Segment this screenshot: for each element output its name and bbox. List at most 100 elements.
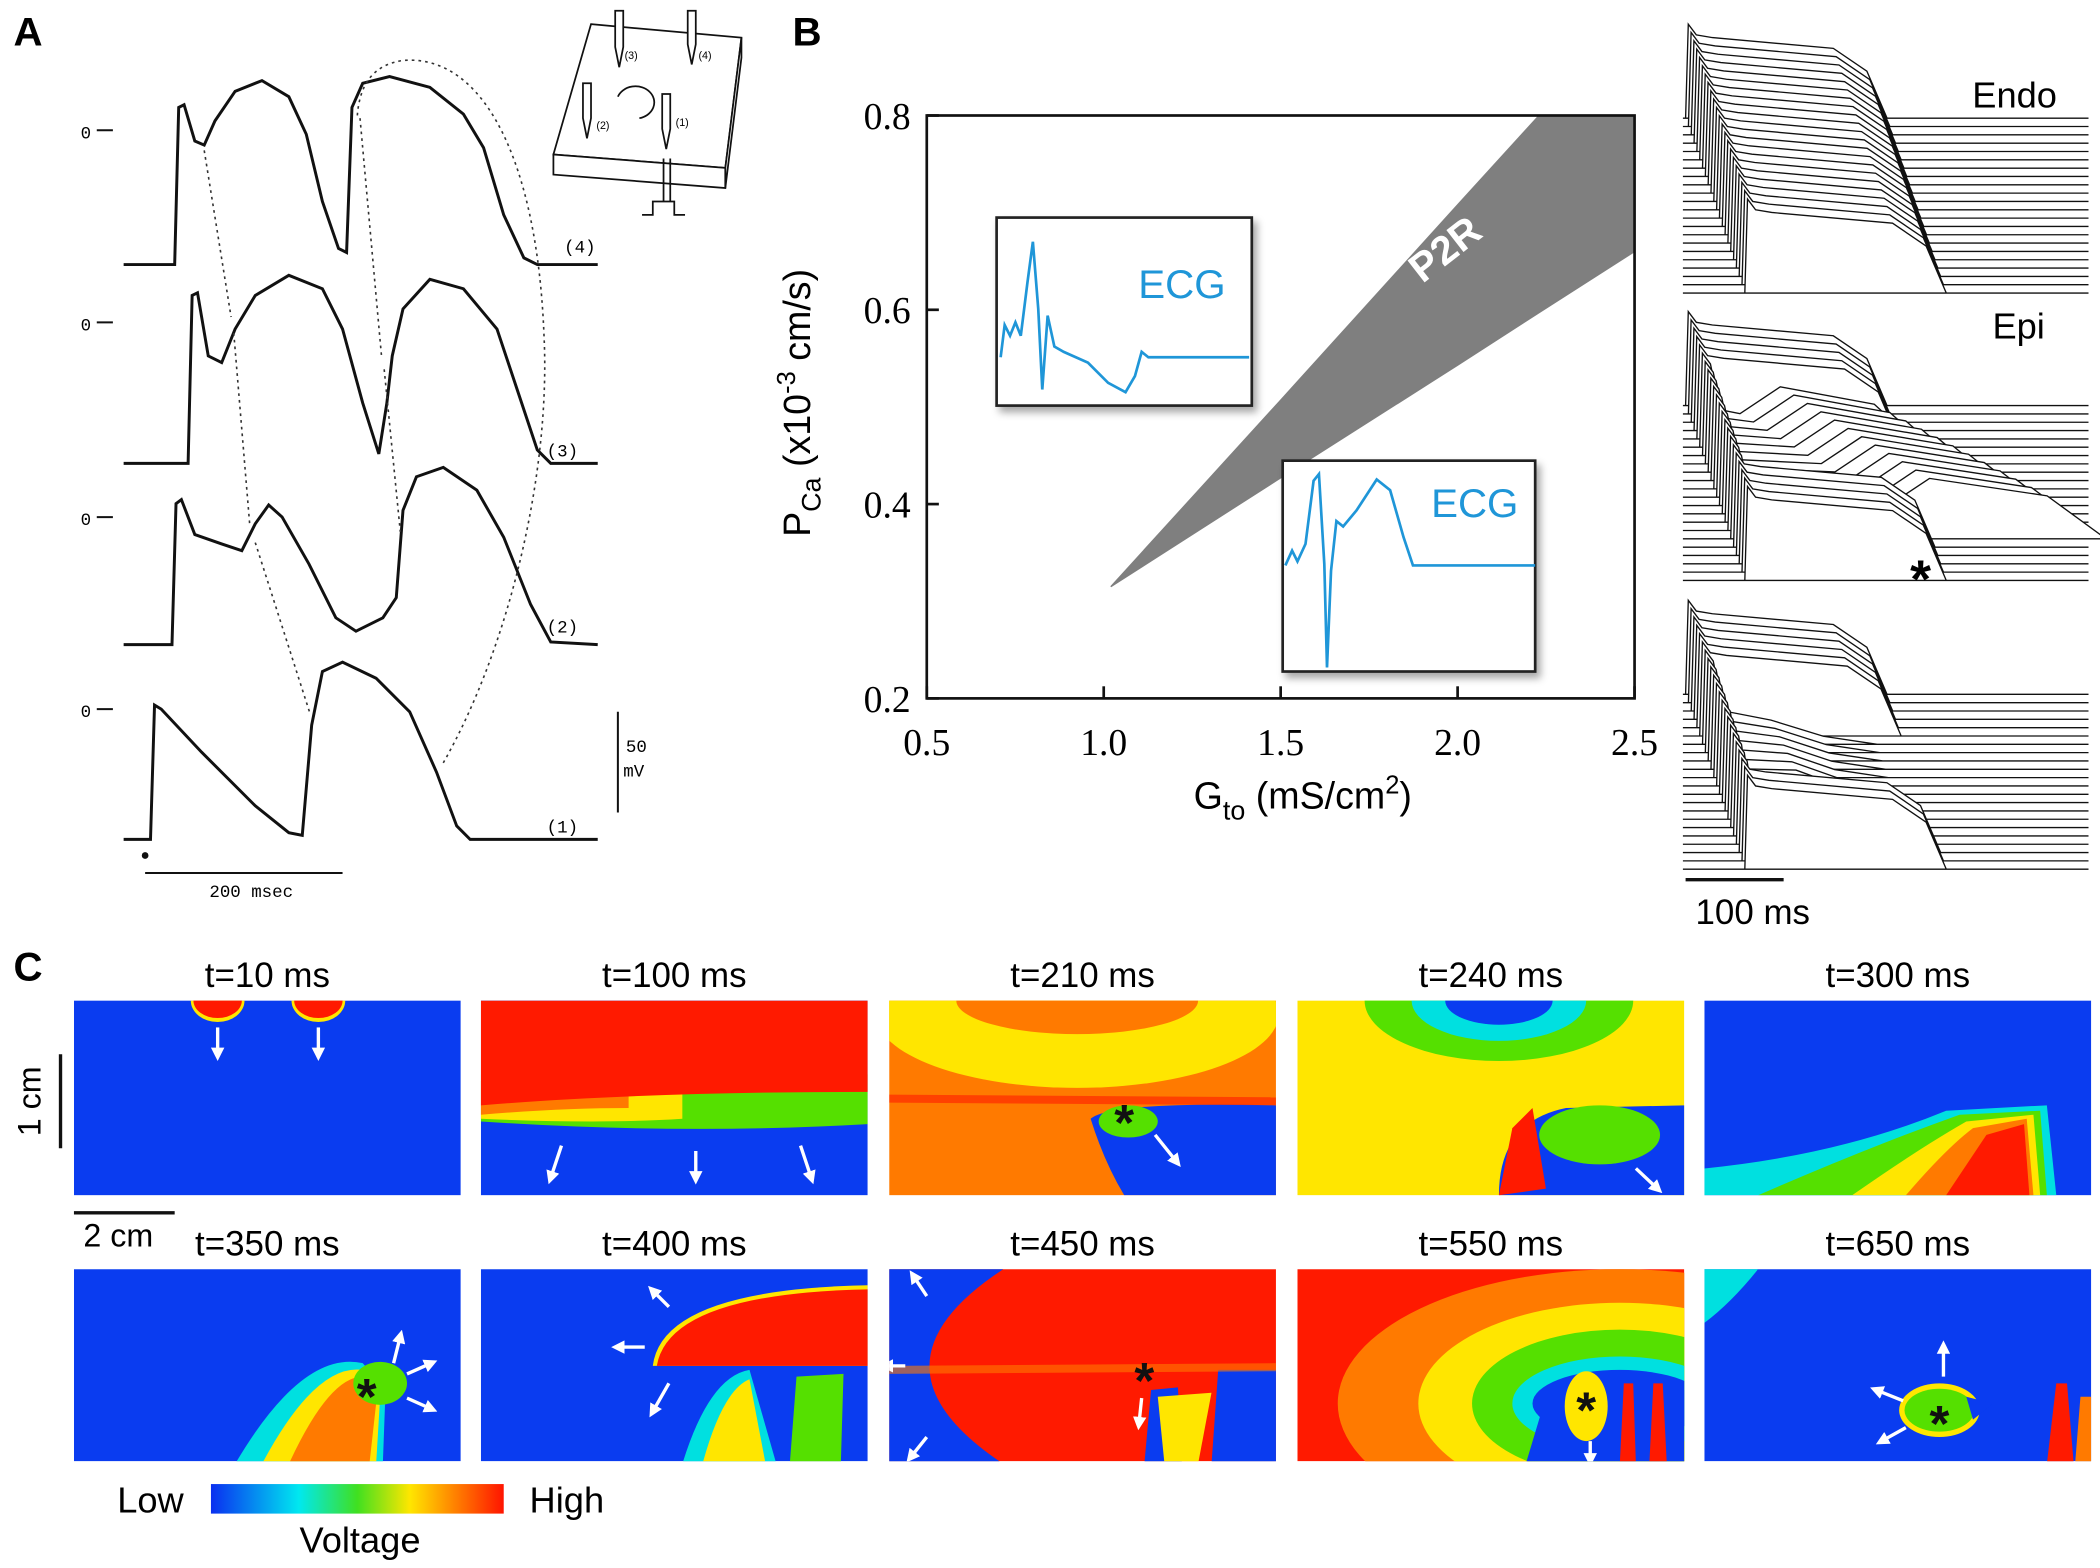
voltage-region	[290, 1376, 377, 1462]
voltage-map	[1704, 1000, 2092, 1196]
zero-label: 0	[81, 511, 91, 531]
frame-title: t=100 ms	[602, 956, 747, 995]
voltage-region	[789, 1373, 844, 1462]
length-scale: 1 cm	[11, 1066, 47, 1136]
stimulus-dot	[141, 852, 149, 859]
voltage-map	[1297, 1000, 1685, 1196]
panel-label: A	[14, 10, 43, 55]
x-tick-label: 1.5	[1257, 722, 1304, 764]
wave-arrow	[1870, 1386, 1904, 1403]
map-content	[889, 1000, 1276, 1196]
asterisk: *	[1134, 1352, 1154, 1409]
voltage-region	[1564, 1371, 1608, 1442]
colorbar-low: Low	[117, 1479, 184, 1520]
electrode-label: (4)	[698, 50, 711, 62]
electrode-labels: (3) (4) (2) (1)	[596, 50, 711, 132]
y-axis-label-sub: Ca	[797, 477, 827, 511]
trace	[1682, 698, 2089, 795]
voltage-region	[1445, 1000, 1553, 1025]
wave-arrow	[1875, 1426, 1907, 1445]
voltage-maps: t=10 ms t=100 ms t=210 ms * t=240 ms t=300 ms…	[73, 956, 2092, 1462]
trace-label: (2)	[547, 619, 578, 639]
trace	[1682, 640, 2089, 737]
trace	[1682, 681, 2089, 779]
conduction-arrows	[203, 59, 546, 764]
pseudo-ecg-traces	[1682, 22, 2100, 870]
wave-arrow	[406, 1396, 438, 1413]
y-axis-label-part: P	[776, 512, 818, 537]
voltage-map: *	[73, 1269, 461, 1462]
y-axis-label: PCa (x10-3 cm/s)	[773, 269, 827, 537]
trace-label: (3)	[547, 443, 578, 463]
wave-arrow	[909, 1270, 929, 1297]
frame-title: t=650 ms	[1826, 1225, 1971, 1264]
trace-label: Epi	[1992, 305, 2044, 346]
map-content	[73, 1269, 461, 1462]
wave-arrow	[906, 1436, 929, 1462]
time-scale: 200 msec	[209, 883, 293, 903]
x-tick-label: 2.5	[1611, 722, 1658, 764]
frame-title: t=450 ms	[1010, 1225, 1155, 1264]
zero-label: 0	[81, 316, 91, 336]
voltage-region	[1904, 1388, 1975, 1432]
trace	[1682, 773, 2089, 870]
voltage-scale: 50	[626, 738, 647, 758]
asterisk: *	[1929, 1395, 1949, 1452]
frame-title: t=350 ms	[195, 1225, 340, 1264]
voltage-map	[480, 1269, 868, 1462]
y-tick-label: 0.4	[864, 485, 911, 527]
voltage-region	[656, 1289, 868, 1366]
x-axis-label-part: G	[1194, 775, 1223, 817]
map-content	[73, 1000, 461, 1196]
trace	[1682, 197, 2089, 294]
colorbar	[210, 1484, 504, 1514]
voltage-region	[2075, 1396, 2092, 1462]
zero-labels: 0 (4) 0 (3) 0 (2) 0 (1)	[81, 124, 596, 838]
inset-label: ECG	[1138, 262, 1225, 307]
voltage-region	[1157, 1392, 1212, 1462]
voltage-map: *	[1704, 1269, 2092, 1462]
electrode-label: (3)	[625, 50, 638, 62]
trace	[1682, 673, 2089, 770]
frame-title: t=400 ms	[602, 1225, 747, 1264]
asterisk: *	[1576, 1382, 1596, 1439]
y-axis-label-part: (x10	[776, 394, 818, 478]
voltage-region	[294, 1000, 343, 1019]
x-tick-label: 0.5	[903, 722, 950, 764]
frame-title: t=300 ms	[1826, 956, 1971, 995]
voltage-map: *	[889, 1269, 1276, 1462]
y-axis-label-part: cm/s)	[776, 269, 818, 371]
voltage-map	[73, 1000, 461, 1196]
wave-arrow	[1153, 1133, 1181, 1167]
voltage-region	[1098, 1105, 1158, 1138]
wave-arrow	[546, 1145, 564, 1185]
wave-arrow	[391, 1329, 406, 1364]
map-content	[1297, 1000, 1685, 1196]
zero-label: 0	[81, 703, 91, 723]
preparation-diagram	[552, 9, 743, 216]
y-tick-label: 0.6	[864, 290, 911, 332]
voltage-region	[889, 1094, 1276, 1106]
asterisk: *	[1114, 1094, 1134, 1151]
voltage-region	[956, 1000, 1199, 1035]
voltage-region	[193, 1000, 242, 1019]
trace	[1682, 484, 2089, 582]
map-content	[480, 1269, 868, 1462]
map-content	[480, 1000, 868, 1196]
y-tick-label: 0.2	[864, 679, 911, 721]
wave-arrow	[406, 1359, 438, 1376]
voltage-region	[1211, 1369, 1276, 1462]
voltage-region	[703, 1379, 766, 1462]
map-content	[1297, 1269, 1685, 1462]
inset-label: ECG	[1431, 481, 1518, 526]
wave-arrow	[798, 1145, 816, 1185]
trace	[1682, 689, 2089, 787]
x-axis-label-part: (mS/cm	[1245, 775, 1385, 817]
map-background	[73, 1000, 461, 1196]
colorbar-high: High	[530, 1479, 605, 1520]
voltage-region	[1498, 1108, 1546, 1196]
marker: *	[1910, 550, 1931, 610]
voltage-region	[1619, 1383, 1667, 1462]
